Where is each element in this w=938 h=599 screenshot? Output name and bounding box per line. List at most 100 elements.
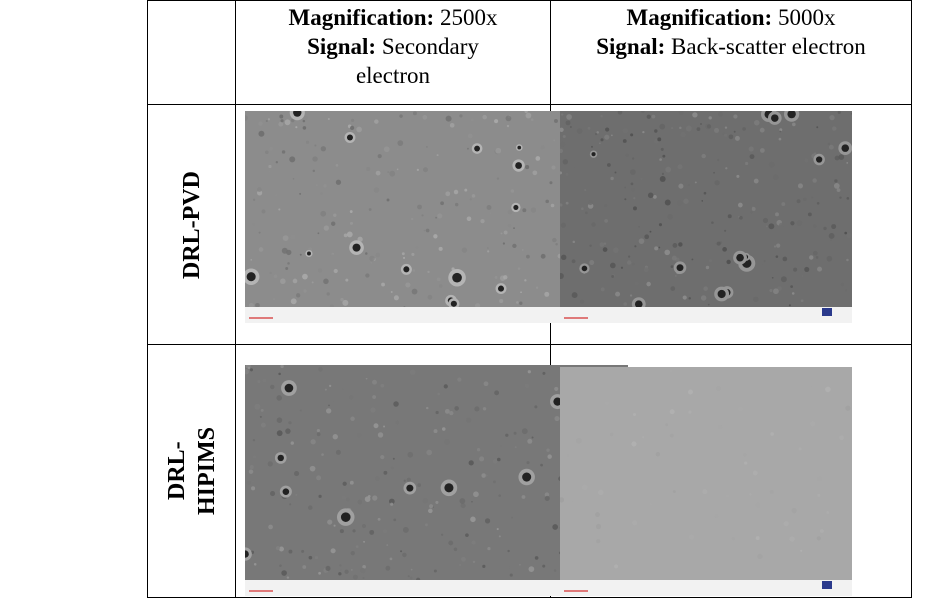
- texture: [446, 116, 452, 122]
- texture: [408, 575, 410, 577]
- texture: [295, 126, 297, 128]
- texture: [789, 304, 791, 306]
- texture: [817, 202, 820, 205]
- texture: [797, 199, 801, 203]
- texture: [459, 498, 465, 504]
- texture: [328, 404, 330, 406]
- texture: [717, 242, 721, 246]
- texture: [303, 126, 307, 130]
- texture: [253, 455, 256, 458]
- texture: [344, 233, 348, 237]
- texture: [316, 184, 318, 186]
- texture: [834, 179, 837, 182]
- texture: [657, 137, 661, 141]
- texture: [365, 273, 369, 277]
- texture: [644, 267, 649, 272]
- texture: [753, 297, 758, 302]
- texture: [290, 234, 295, 239]
- texture: [845, 406, 850, 411]
- texture: [445, 409, 450, 414]
- texture: [296, 293, 300, 297]
- texture: [688, 389, 693, 394]
- texture: [844, 232, 847, 235]
- texture: [793, 268, 797, 272]
- texture: [383, 529, 387, 533]
- texture: [536, 287, 538, 289]
- texture: [291, 441, 294, 444]
- texture: [336, 450, 341, 455]
- texture: [280, 119, 283, 122]
- texture: [839, 154, 845, 160]
- texture: [434, 429, 438, 433]
- texture: [439, 247, 443, 251]
- texture: [344, 570, 348, 574]
- texture: [718, 112, 723, 117]
- texture: [832, 126, 836, 130]
- texture: [743, 453, 746, 456]
- texture: [333, 398, 338, 403]
- texture: [703, 286, 708, 291]
- texture: [716, 386, 721, 391]
- texture: [321, 146, 326, 151]
- texture: [277, 417, 283, 423]
- texture: [642, 131, 644, 133]
- texture: [542, 372, 545, 375]
- texture: [309, 556, 313, 560]
- texture: [769, 289, 772, 292]
- texture: [282, 248, 288, 254]
- texture: [378, 518, 381, 521]
- texture: [781, 276, 787, 282]
- texture: [487, 247, 489, 249]
- texture: [771, 114, 779, 122]
- texture: [695, 181, 697, 183]
- texture: [724, 134, 727, 137]
- texture: [504, 231, 508, 235]
- texture: [632, 520, 637, 525]
- texture: [670, 370, 673, 373]
- texture: [621, 267, 623, 269]
- texture: [560, 111, 852, 323]
- texture: [563, 159, 568, 164]
- texture: [294, 471, 299, 476]
- texture: [702, 489, 707, 494]
- texture: [342, 300, 348, 306]
- texture: [823, 227, 826, 230]
- texture: [470, 198, 472, 200]
- texture: [363, 541, 365, 543]
- texture: [386, 544, 388, 546]
- texture: [328, 118, 330, 120]
- texture: [370, 407, 375, 412]
- texture: [381, 384, 385, 388]
- texture: [776, 255, 779, 258]
- texture: [591, 222, 595, 226]
- texture: [779, 223, 784, 228]
- texture: [577, 128, 583, 134]
- texture: [494, 390, 499, 395]
- texture: [736, 254, 744, 262]
- row-label: DRL-HIPIMS: [162, 416, 222, 526]
- texture: [526, 113, 532, 119]
- texture: [269, 147, 273, 151]
- texture: [320, 211, 326, 217]
- texture: [659, 223, 662, 226]
- texture: [624, 187, 626, 189]
- texture: [376, 253, 381, 258]
- texture: [498, 494, 501, 497]
- texture: [623, 302, 627, 306]
- texture: [624, 198, 626, 200]
- texture: [423, 167, 428, 172]
- texture: [389, 171, 395, 177]
- texture: [459, 114, 462, 117]
- texture: [545, 496, 550, 501]
- texture: [630, 133, 633, 136]
- texture: [792, 508, 797, 513]
- texture: [429, 504, 433, 508]
- texture: [301, 550, 304, 553]
- label: Signal:: [596, 34, 665, 59]
- texture: [662, 173, 664, 175]
- texture: [570, 501, 574, 505]
- texture: [511, 517, 513, 519]
- texture: [545, 200, 549, 204]
- texture: [265, 150, 269, 154]
- texture: [507, 125, 509, 127]
